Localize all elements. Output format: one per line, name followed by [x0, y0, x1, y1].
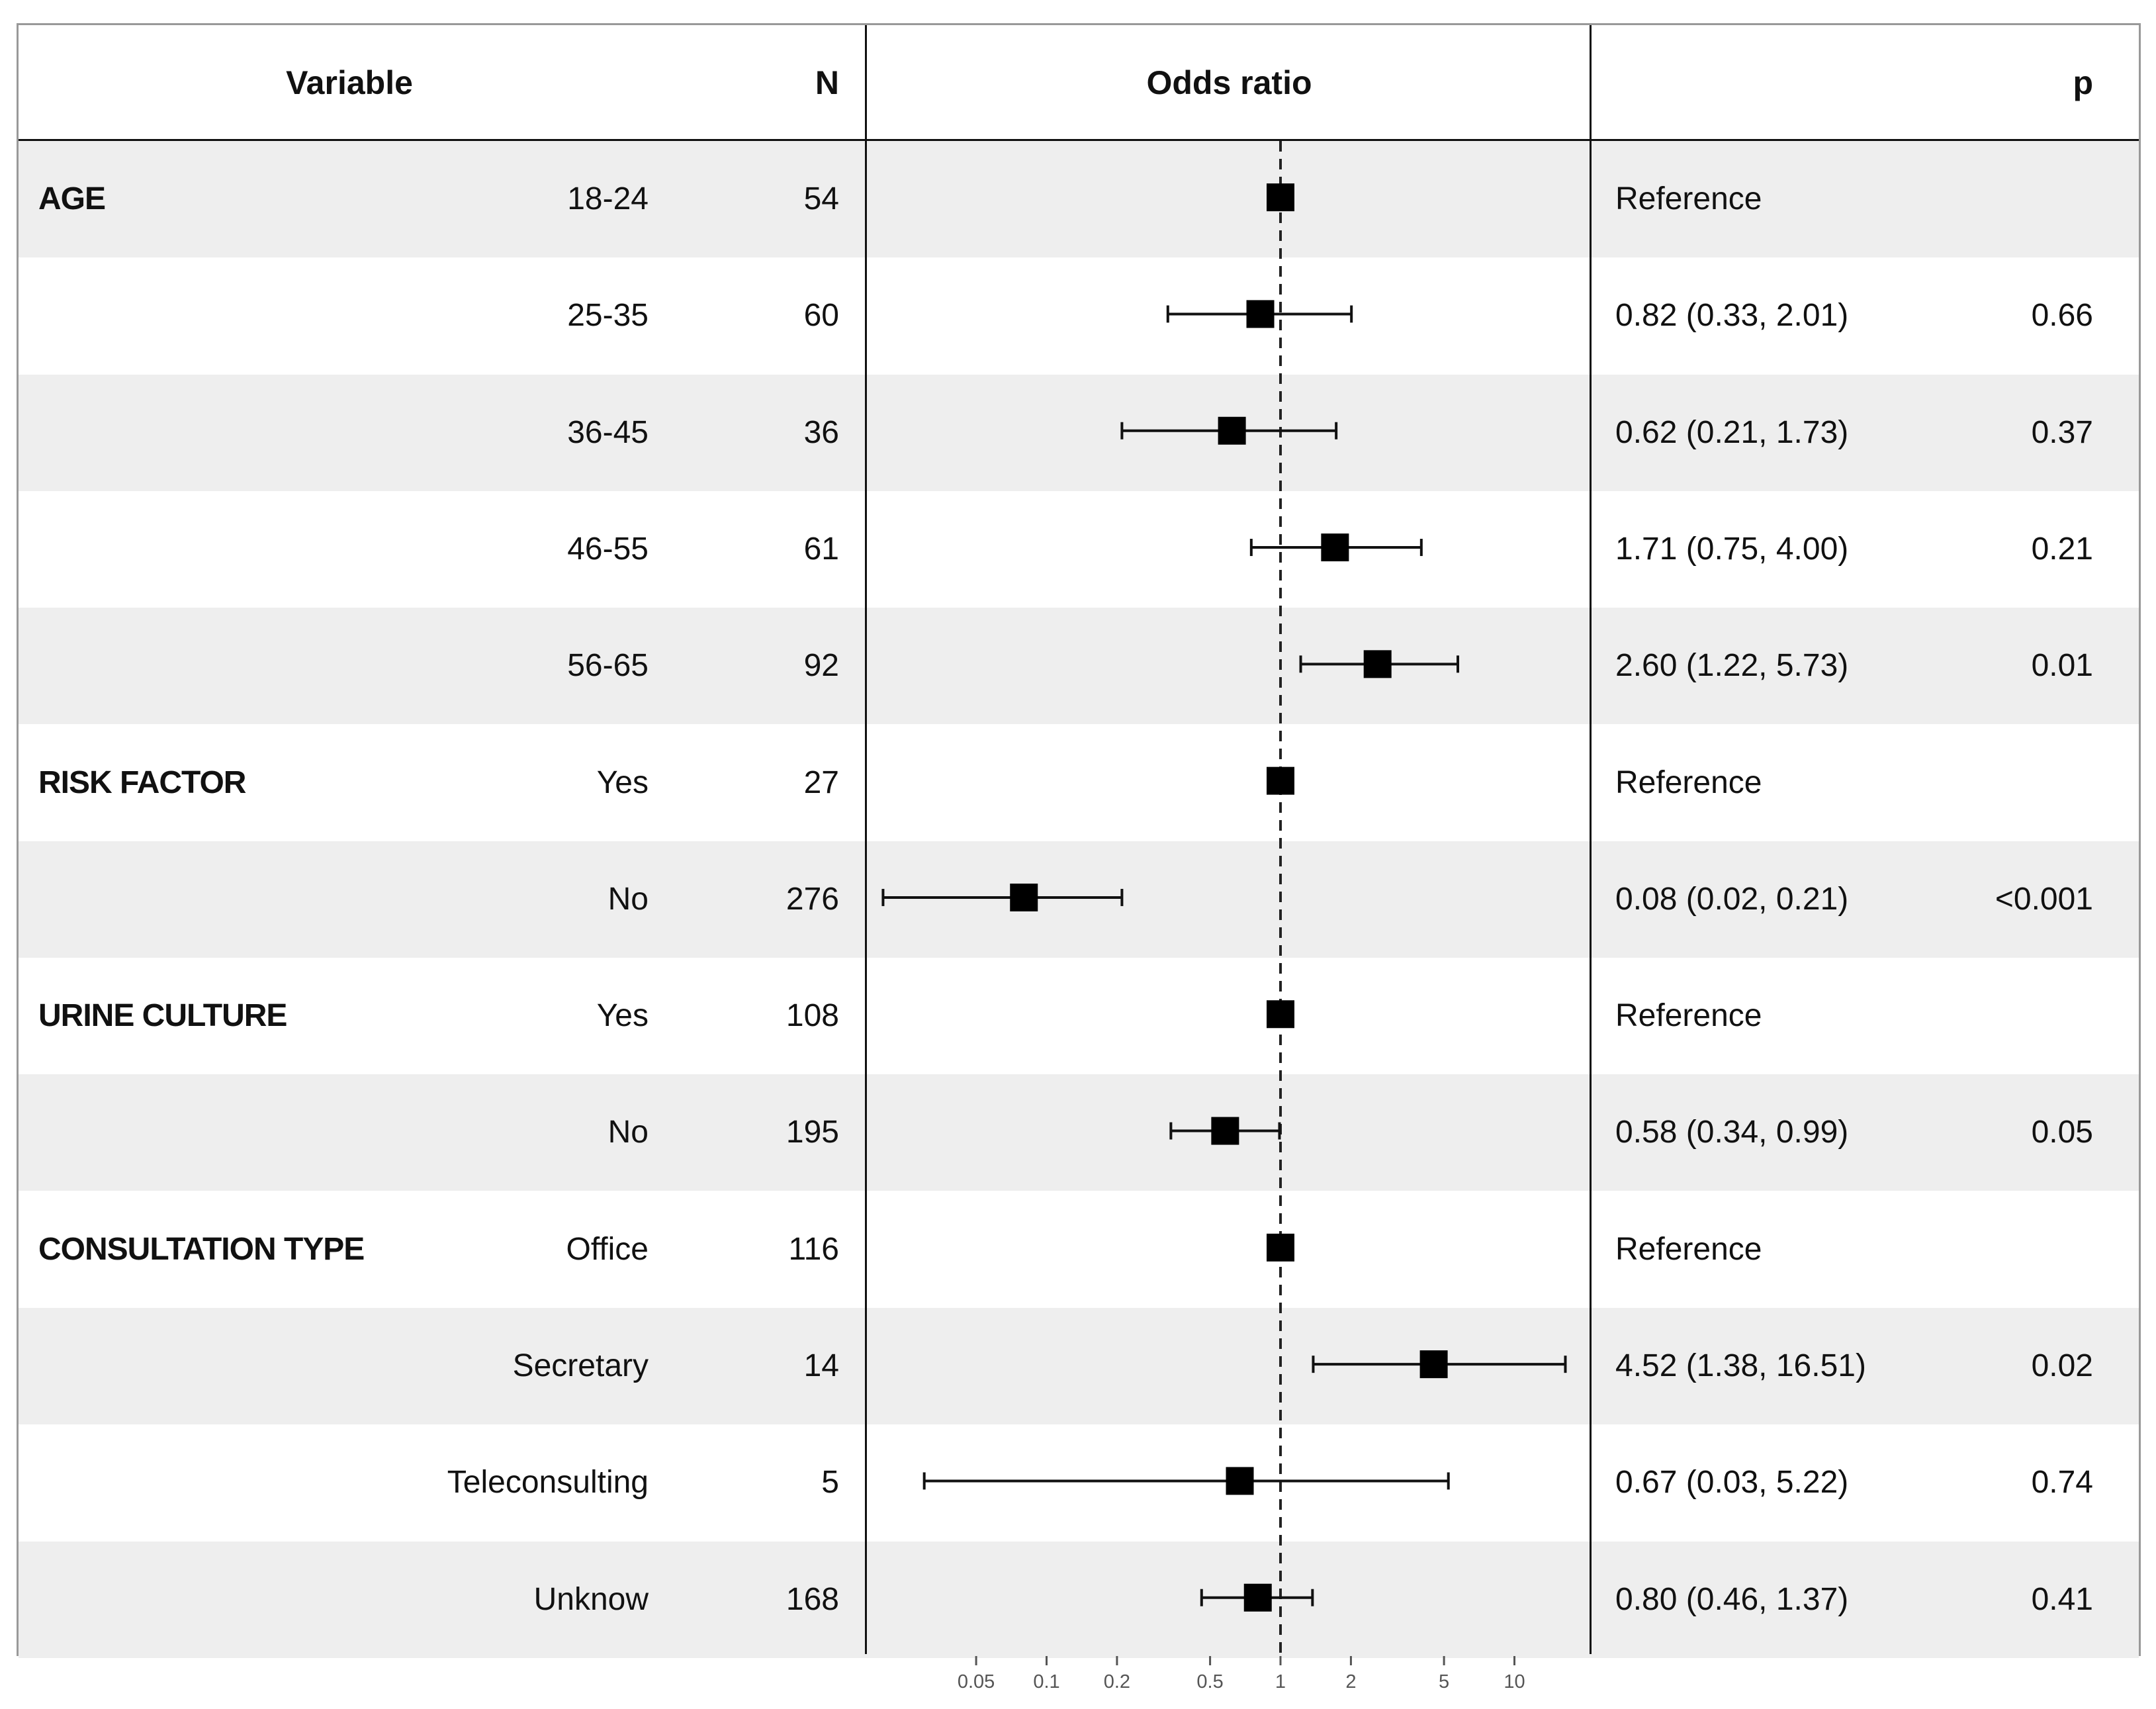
table-row: AGE 18-24 54 Reference: [19, 141, 2139, 257]
level-label: 18-24: [567, 181, 649, 216]
level-label: 56-65: [567, 648, 649, 684]
estimate-text: 0.62 (0.21, 1.73): [1615, 414, 1849, 450]
point-estimate: [1211, 1117, 1239, 1145]
table-row: Secretary 14 4.52 (1.38, 16.51) 0.02: [19, 1308, 2139, 1424]
p-value: 0.74: [2031, 1465, 2093, 1501]
p-value: 0.41: [2031, 1581, 2093, 1617]
level-label: Teleconsulting: [447, 1465, 649, 1501]
estimate-text: 0.58 (0.34, 0.99): [1615, 1115, 1849, 1150]
p-value: 0.21: [2031, 531, 2093, 567]
level-label: No: [607, 881, 649, 917]
n-value: 54: [803, 181, 839, 216]
table-row: 56-65 92 2.60 (1.22, 5.73) 0.01: [19, 608, 2139, 725]
estimate-text: 0.08 (0.02, 0.21): [1615, 881, 1849, 917]
point-estimate: [1218, 416, 1246, 445]
estimate-text: Reference: [1615, 764, 1762, 800]
n-value: 108: [786, 998, 839, 1034]
x-tick-label: 0.05: [958, 1671, 995, 1692]
table-row: CONSULTATION TYPE Office 116 Reference: [19, 1191, 2139, 1308]
level-label: 25-35: [567, 298, 649, 334]
x-tick-label: 0.2: [1104, 1671, 1130, 1692]
point-estimate: [1267, 766, 1294, 795]
level-label: Yes: [596, 998, 649, 1034]
n-value: 14: [803, 1348, 839, 1383]
point-estimate: [1267, 1233, 1294, 1262]
point-estimate: [1363, 650, 1392, 678]
header-odds-ratio: Odds ratio: [1146, 64, 1312, 101]
n-value: 116: [788, 1231, 839, 1267]
x-tick-label: 0.5: [1196, 1671, 1223, 1692]
n-value: 195: [786, 1115, 839, 1150]
point-estimate: [1321, 533, 1349, 562]
n-value: 36: [803, 414, 839, 450]
table-row: Teleconsulting 5 0.67 (0.03, 5.22) 0.74: [19, 1424, 2139, 1541]
group-label: AGE: [38, 181, 106, 216]
estimate-text: Reference: [1615, 1231, 1762, 1267]
p-value: 0.02: [2031, 1348, 2093, 1383]
point-estimate: [1010, 883, 1038, 911]
point-estimate: [1246, 300, 1275, 328]
header-divider: [19, 139, 2139, 142]
table-row: 46-55 61 1.71 (0.75, 4.00) 0.21: [19, 491, 2139, 608]
x-tick-label: 10: [1504, 1671, 1525, 1692]
p-value: 0.37: [2031, 414, 2093, 450]
point-estimate: [1419, 1350, 1448, 1379]
level-label: Unknow: [533, 1581, 649, 1617]
level-label: Secretary: [512, 1348, 649, 1383]
estimate-text: Reference: [1615, 998, 1762, 1034]
column-divider: [1590, 25, 1592, 1654]
column-divider: [865, 25, 867, 1654]
n-value: 168: [786, 1581, 839, 1617]
x-tick-label: 5: [1439, 1671, 1449, 1692]
x-tick-label: 2: [1345, 1671, 1356, 1692]
estimate-text: 1.71 (0.75, 4.00): [1615, 531, 1849, 567]
table-row: 36-45 36 0.62 (0.21, 1.73) 0.37: [19, 374, 2139, 491]
n-value: 60: [803, 298, 839, 334]
point-estimate: [1267, 1000, 1294, 1029]
p-value: 0.66: [2031, 298, 2093, 334]
p-value: 0.01: [2031, 648, 2093, 684]
x-tick-label: 1: [1275, 1671, 1286, 1692]
estimate-text: 0.80 (0.46, 1.37): [1615, 1581, 1849, 1617]
level-label: 46-55: [567, 531, 649, 567]
header-variable: Variable: [286, 64, 413, 101]
n-value: 92: [803, 648, 839, 684]
table-row: Unknow 168 0.80 (0.46, 1.37) 0.41: [19, 1541, 2139, 1658]
point-estimate: [1226, 1467, 1254, 1495]
estimate-text: 0.82 (0.33, 2.01): [1615, 298, 1849, 334]
p-value: 0.05: [2031, 1115, 2093, 1150]
group-label: URINE CULTURE: [38, 998, 287, 1034]
table-row: 25-35 60 0.82 (0.33, 2.01) 0.66: [19, 257, 2139, 374]
table-row: RISK FACTOR Yes 27 Reference: [19, 725, 2139, 841]
level-label: 36-45: [567, 414, 649, 450]
n-value: 27: [803, 764, 839, 800]
n-value: 61: [803, 531, 839, 567]
header-p: p: [2073, 64, 2093, 101]
estimate-text: 2.60 (1.22, 5.73): [1615, 648, 1849, 684]
group-label: CONSULTATION TYPE: [38, 1231, 365, 1267]
group-label: RISK FACTOR: [38, 764, 246, 800]
n-value: 276: [786, 881, 839, 917]
estimate-text: 0.67 (0.03, 5.22): [1615, 1465, 1849, 1501]
level-label: No: [607, 1115, 649, 1150]
header-n: N: [815, 64, 839, 101]
point-estimate: [1267, 183, 1294, 212]
forest-plot-table: Variable N Odds ratio p AGE 18-24 54 Refere…: [17, 23, 2141, 1658]
table-row: URINE CULTURE Yes 108 Reference: [19, 958, 2139, 1074]
p-value: <0.001: [1995, 881, 2093, 917]
level-label: Office: [566, 1231, 649, 1267]
estimate-text: 4.52 (1.38, 16.51): [1615, 1348, 1866, 1383]
point-estimate: [1243, 1583, 1272, 1612]
level-label: Yes: [596, 764, 649, 800]
estimate-text: Reference: [1615, 181, 1762, 216]
table-row: No 276 0.08 (0.02, 0.21) <0.001: [19, 841, 2139, 958]
x-tick-label: 0.1: [1033, 1671, 1059, 1692]
n-value: 5: [821, 1465, 839, 1501]
table-row: No 195 0.58 (0.34, 0.99) 0.05: [19, 1074, 2139, 1191]
